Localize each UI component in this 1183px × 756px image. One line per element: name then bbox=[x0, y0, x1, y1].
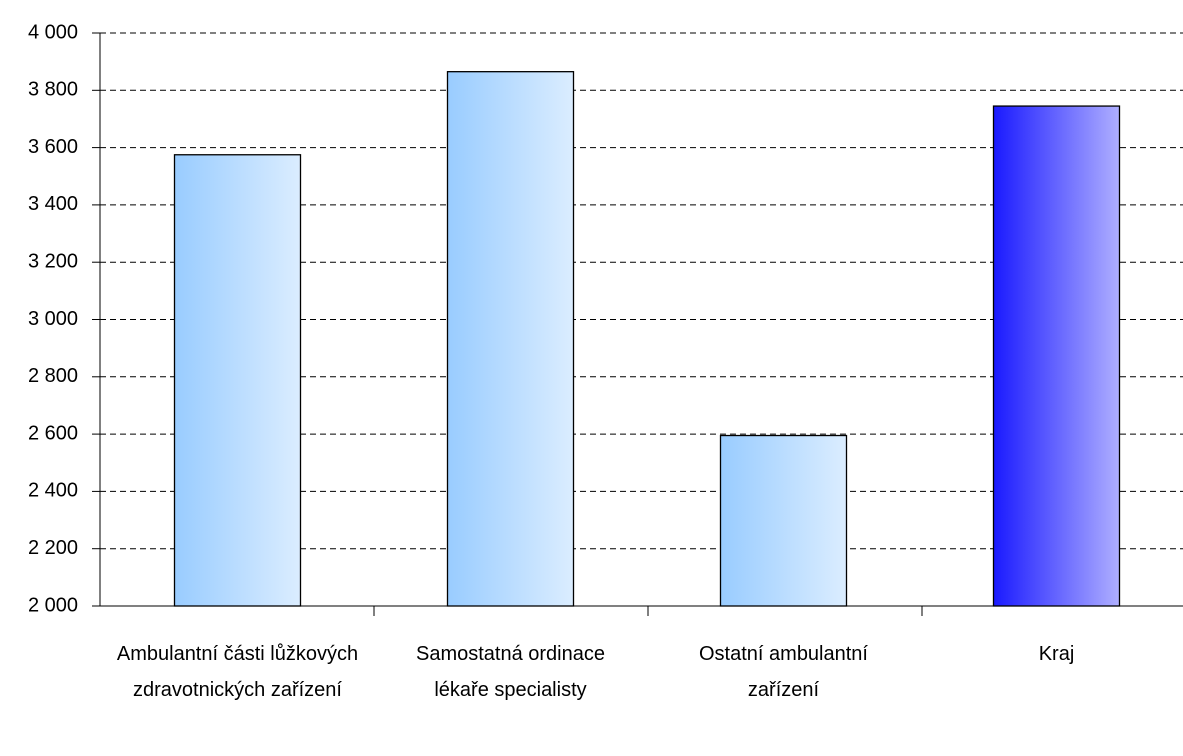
bar bbox=[719, 434, 848, 607]
y-tick-label: 2 200 bbox=[28, 537, 78, 559]
x-tick-label: Samostatná ordinace lékaře specialisty bbox=[415, 643, 605, 701]
y-tick-label: 2 600 bbox=[28, 422, 78, 444]
y-tick-label: 3 400 bbox=[28, 193, 78, 215]
x-tick-label: Kraj bbox=[1038, 643, 1075, 665]
y-tick-label: 3 600 bbox=[28, 136, 78, 158]
y-tick-label: 2 000 bbox=[28, 594, 78, 616]
y-tick-label: 2 400 bbox=[28, 480, 78, 502]
y-tick-label: 2 800 bbox=[28, 365, 78, 387]
bar bbox=[992, 105, 1121, 607]
x-tick-label: Ostatní ambulantní zařízení bbox=[699, 643, 868, 701]
y-tick-label: 3 200 bbox=[28, 250, 78, 272]
bar bbox=[446, 71, 575, 607]
y-tick-label: 3 000 bbox=[28, 308, 78, 330]
x-tick-label: Ambulantní části lůžkových zdravotnickýc… bbox=[116, 643, 359, 701]
bar bbox=[173, 154, 302, 607]
y-tick-label: 4 000 bbox=[28, 21, 78, 43]
y-tick-label: 3 800 bbox=[28, 79, 78, 101]
